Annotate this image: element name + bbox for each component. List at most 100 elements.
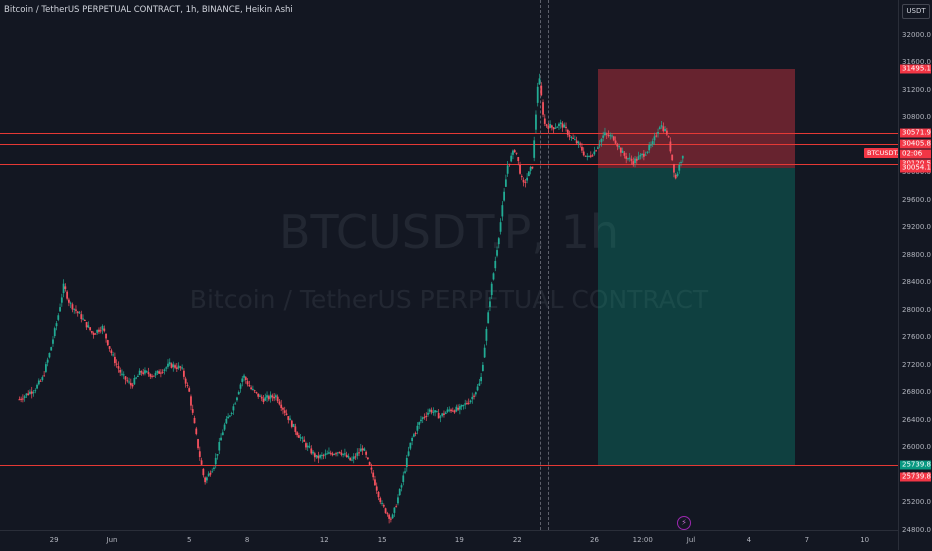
candle-body bbox=[266, 395, 268, 398]
candle-body bbox=[435, 411, 438, 413]
candle-body bbox=[519, 165, 521, 174]
horizontal-line[interactable] bbox=[0, 163, 898, 165]
candle-body bbox=[526, 177, 529, 181]
candle-body bbox=[644, 154, 647, 156]
candle-body bbox=[297, 435, 300, 438]
candle-body bbox=[464, 403, 467, 405]
price-tick-label: 24800.0 bbox=[902, 526, 931, 534]
candle-body bbox=[163, 369, 166, 371]
take-profit-zone[interactable] bbox=[598, 168, 795, 466]
horizontal-line[interactable] bbox=[0, 144, 898, 146]
candle-body bbox=[581, 146, 583, 151]
candle-body bbox=[499, 222, 502, 232]
time-tick-label: 8 bbox=[244, 536, 250, 544]
candle-body bbox=[467, 402, 470, 404]
candle-body bbox=[90, 331, 93, 333]
price-tag: 25739.8 bbox=[900, 460, 931, 470]
candle-body bbox=[80, 314, 83, 320]
candle-body bbox=[543, 118, 546, 124]
candle-body bbox=[41, 377, 44, 381]
candle-body bbox=[333, 454, 336, 456]
candle-body bbox=[214, 457, 217, 465]
candle-body bbox=[372, 472, 375, 478]
candle-body bbox=[531, 166, 534, 169]
price-tick-label: 29200.0 bbox=[902, 223, 931, 232]
candle-body bbox=[573, 139, 576, 141]
candle-body bbox=[489, 301, 491, 307]
candle-body bbox=[388, 514, 391, 519]
candle-body bbox=[200, 460, 203, 465]
candle-body bbox=[370, 467, 373, 470]
candle-body bbox=[237, 392, 240, 395]
candle-body bbox=[439, 416, 442, 418]
price-tick-label: 30800.0 bbox=[902, 113, 931, 122]
candle-body bbox=[260, 396, 263, 399]
candle-body bbox=[462, 404, 465, 406]
candle-body bbox=[285, 413, 288, 416]
candle-body bbox=[681, 155, 684, 159]
candle-body bbox=[331, 453, 334, 456]
candle-body bbox=[522, 179, 525, 183]
candle-body bbox=[230, 413, 233, 415]
horizontal-line[interactable] bbox=[0, 132, 898, 134]
chart-area[interactable]: BTCUSDT.P, 1h Bitcoin / TetherUS PERPETU… bbox=[0, 0, 898, 530]
time-axis[interactable]: 29 Jun 5 8 12 15 19 22 26 12:00 Jul 4 7 10 bbox=[0, 530, 898, 551]
candle-body bbox=[558, 123, 560, 127]
price-tag: 30405.8 bbox=[900, 139, 931, 149]
candle-body bbox=[665, 130, 668, 135]
time-tick-label: 10 bbox=[860, 536, 870, 544]
candle-body bbox=[67, 299, 70, 303]
candle-body bbox=[584, 155, 587, 157]
candle-body bbox=[98, 329, 100, 332]
candle-body bbox=[75, 309, 77, 311]
candle-body bbox=[628, 157, 631, 159]
candle-body bbox=[110, 350, 113, 354]
candle-body bbox=[23, 396, 26, 398]
candle-body bbox=[451, 410, 454, 412]
candle-body bbox=[46, 359, 49, 363]
candle-body bbox=[554, 127, 557, 129]
candlestick-series[interactable] bbox=[0, 0, 898, 530]
lightning-icon[interactable]: ⚡ bbox=[677, 516, 691, 530]
candle-body bbox=[483, 347, 486, 358]
candle-body bbox=[112, 354, 115, 356]
candle-body bbox=[642, 153, 645, 157]
price-tag: 31495.1 bbox=[900, 64, 931, 74]
candle-body bbox=[144, 370, 146, 374]
stop-loss-zone[interactable] bbox=[598, 69, 795, 169]
candle-body bbox=[122, 374, 125, 376]
candle-body bbox=[313, 453, 316, 458]
candle-body bbox=[151, 375, 153, 377]
candle-body bbox=[529, 167, 532, 171]
time-tick-label: 19 bbox=[454, 536, 464, 544]
candle-body bbox=[545, 124, 548, 126]
candle-body bbox=[444, 412, 447, 414]
price-axis[interactable]: USDT 32000.031600.031200.030800.030400.0… bbox=[898, 0, 932, 550]
candle-body bbox=[579, 143, 582, 146]
candle-body bbox=[634, 158, 636, 164]
candle-body bbox=[559, 122, 562, 125]
candle-body bbox=[669, 141, 672, 152]
candle-body bbox=[37, 380, 40, 385]
candle-body bbox=[69, 302, 72, 304]
symbol-legend[interactable]: Bitcoin / TetherUS PERPETUAL CONTRACT, 1… bbox=[4, 5, 293, 15]
candle-body bbox=[278, 401, 281, 405]
candle-body bbox=[342, 453, 345, 455]
candle-body bbox=[269, 394, 272, 399]
candle-body bbox=[402, 475, 405, 482]
candle-body bbox=[450, 409, 452, 412]
candle-body bbox=[87, 325, 90, 328]
candle-body bbox=[205, 477, 208, 481]
watermark-symbol: BTCUSDT.P, 1h bbox=[278, 205, 620, 259]
horizontal-line[interactable] bbox=[0, 465, 898, 467]
currency-button[interactable]: USDT bbox=[902, 4, 930, 19]
candle-body bbox=[345, 454, 348, 458]
candle-body bbox=[161, 371, 164, 373]
candle-body bbox=[179, 366, 182, 368]
candle-body bbox=[239, 384, 242, 389]
candle-body bbox=[227, 416, 230, 419]
candle-body bbox=[182, 370, 185, 377]
candle-body bbox=[469, 400, 472, 403]
candle-body bbox=[487, 312, 490, 324]
candle-body bbox=[83, 319, 86, 321]
